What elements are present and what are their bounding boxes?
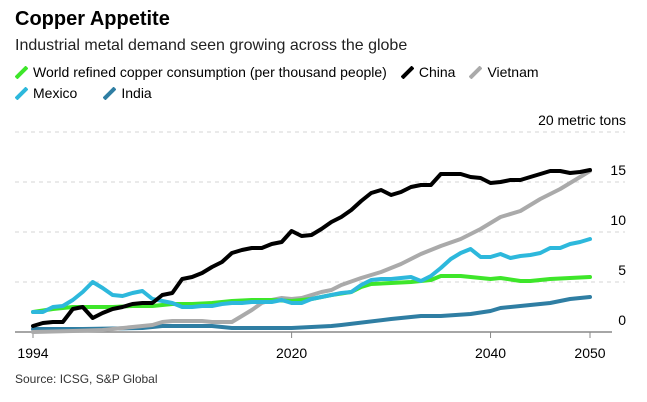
x-tick-label-2050: 2050 [574,345,605,361]
source-note: Source: ICSG, S&P Global [15,372,158,386]
y-tick-label-10: 10 [610,212,626,228]
legend-item-china: China [400,64,456,80]
chart-title: Copper Appetite [15,8,170,30]
legend-swatch-india [103,86,117,100]
y-tick-label-20: 20 metric tons [538,112,626,128]
x-tick-label-1994: 1994 [17,345,48,361]
legend-item-vietnam: Vietnam [469,64,539,80]
legend-swatch-mexico [15,86,28,100]
series-line-china [31,168,592,328]
legend-label-vietnam: Vietnam [487,64,539,80]
legend-item-mexico: Mexico [15,85,77,101]
series-line-mexico [31,237,592,314]
x-tick-label-2040: 2040 [475,345,506,361]
legend-label-world: World refined copper consumption (per th… [33,64,387,80]
legend-label-india: India [121,85,152,101]
y-tick-label-0: 0 [618,312,626,328]
legend-label-mexico: Mexico [33,85,78,101]
legend-item-world: World refined copper consumption (per th… [15,64,387,80]
legend-swatch-world [15,65,28,79]
legend-swatch-china [400,65,414,79]
legend-label-china: China [418,64,456,80]
legend-item-india: India [103,85,152,101]
y-tick-label-15: 15 [610,162,626,178]
chart-subtitle: Industrial metal demand seen growing acr… [15,37,408,54]
legend-row-1: World refined copper consumption (per th… [15,64,539,80]
legend-swatch-vietnam [469,65,483,79]
y-tick-label-5: 5 [618,262,626,278]
legend-row-2: Mexico India [15,85,152,101]
x-tick-label-2020: 2020 [276,345,307,361]
series-line-india [31,295,592,331]
